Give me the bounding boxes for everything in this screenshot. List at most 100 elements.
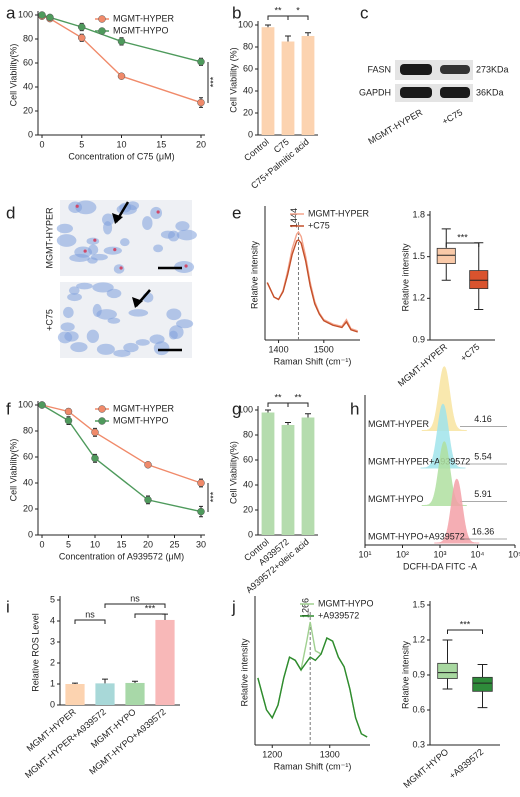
cell — [92, 282, 114, 293]
marker-label: 1444 — [289, 208, 299, 228]
x-tick-label: 5 — [79, 139, 84, 149]
cell — [113, 264, 125, 274]
x-tick-label: 30 — [196, 539, 206, 549]
panel-letter: d — [6, 203, 15, 222]
band-size: 36KDa — [476, 87, 504, 97]
significance-label: *** — [208, 491, 218, 502]
error-bar — [265, 409, 271, 413]
y-tick-label: 80 — [23, 33, 33, 43]
data-point — [117, 37, 126, 46]
error-bar — [265, 24, 271, 28]
legend-label: MGMT-HYPO — [113, 415, 169, 425]
significance-bracket — [74, 619, 106, 624]
significance-bracket — [287, 15, 309, 20]
y-axis-label: Relative intensity — [400, 243, 410, 312]
row-label: +C75 — [44, 309, 54, 331]
x-tick-label: 10 — [116, 139, 126, 149]
x-tick-label: 0 — [39, 539, 44, 549]
y-tick-label: 60 — [23, 57, 33, 67]
band — [440, 65, 470, 74]
band — [440, 87, 470, 98]
gate-value: 4.16 — [474, 414, 492, 424]
significance-label: *** — [457, 232, 468, 242]
bar — [65, 684, 85, 705]
droplet — [119, 266, 123, 270]
cell — [60, 322, 75, 332]
y-tick-label: 2 — [50, 657, 55, 667]
cell — [153, 341, 170, 356]
y-tick-label: 40 — [23, 81, 33, 91]
y-tick-label: 3 — [50, 636, 55, 646]
y-tick-label: 20 — [23, 105, 33, 115]
x-tick-label: 20 — [143, 539, 153, 549]
y-tick-label: 20 — [243, 107, 253, 117]
legend-label: +C75 — [308, 220, 330, 230]
x-tick-label: 10¹ — [358, 549, 371, 559]
x-tick-label: 10 — [90, 539, 100, 549]
y-axis-label: Cell Viability (%) — [228, 47, 238, 112]
data-point — [38, 401, 46, 409]
x-axis-label: Concentration of C75 (μM) — [68, 151, 174, 161]
cell — [67, 293, 82, 302]
y-tick-label: 1.5 — [412, 599, 425, 609]
error-bar — [305, 32, 311, 36]
significance-bracket — [287, 402, 309, 407]
cell — [70, 342, 88, 353]
box — [472, 676, 493, 692]
y-tick-label: 0 — [28, 529, 33, 539]
legend-label: MGMT-HYPO — [113, 25, 169, 35]
x-tick-label: 10⁵ — [508, 549, 520, 559]
cell — [56, 234, 77, 247]
y-tick-label: 80 — [243, 41, 253, 51]
legend-label: MGMT-HYPER — [113, 403, 175, 413]
significance-label: ** — [294, 392, 302, 402]
x-tick-label: 5 — [66, 539, 71, 549]
box — [437, 662, 458, 679]
y-axis-label: Cell Viability(%) — [8, 44, 18, 107]
cell — [103, 246, 122, 255]
cell — [113, 349, 131, 357]
significance-label: ** — [274, 392, 282, 402]
y-tick-label: 20 — [243, 504, 253, 514]
cell — [153, 244, 164, 253]
droplet — [113, 248, 117, 252]
data-point — [78, 23, 86, 31]
x-tick-label: 10⁴ — [471, 549, 485, 559]
y-tick-label: 100 — [238, 404, 253, 414]
cell — [135, 339, 150, 346]
panel-letter: g — [232, 399, 241, 418]
histogram — [420, 403, 466, 469]
x-tick-label: 0 — [39, 139, 44, 149]
significance-bracket — [104, 603, 166, 608]
y-axis-label: Cell Viability(%) — [228, 441, 238, 504]
row-label: MGMT-HYPER — [44, 207, 54, 269]
x-tick-label: 10² — [396, 549, 409, 559]
y-tick-label: 0 — [28, 129, 33, 139]
cell — [102, 213, 115, 226]
y-tick-label: 100 — [238, 19, 253, 29]
y-tick-label: 60 — [23, 451, 33, 461]
y-axis-label: Relative ROS Level — [30, 613, 40, 692]
cell — [63, 306, 74, 319]
cell — [169, 330, 178, 340]
cell — [86, 237, 100, 245]
gate-value: 5.54 — [474, 451, 492, 461]
lane-label: +C75 — [440, 107, 464, 127]
arrow-head — [132, 297, 143, 308]
legend-label: MGMT-HYPER — [113, 13, 175, 23]
spectrum-line — [266, 238, 358, 333]
cell — [150, 206, 163, 220]
legend-swatch — [98, 27, 106, 35]
bar — [125, 682, 145, 705]
cell — [76, 282, 93, 290]
x-axis-label: DCFH-DA FITC -A — [403, 561, 477, 571]
legend-swatch — [98, 417, 106, 425]
significance-bracket — [267, 15, 289, 20]
y-axis-label: Cell Viability(%) — [8, 439, 18, 502]
cell — [68, 201, 83, 213]
bar — [95, 683, 115, 705]
significance-label: *** — [208, 76, 218, 87]
cell — [166, 308, 182, 321]
y-tick-label: 0.9 — [412, 669, 425, 679]
